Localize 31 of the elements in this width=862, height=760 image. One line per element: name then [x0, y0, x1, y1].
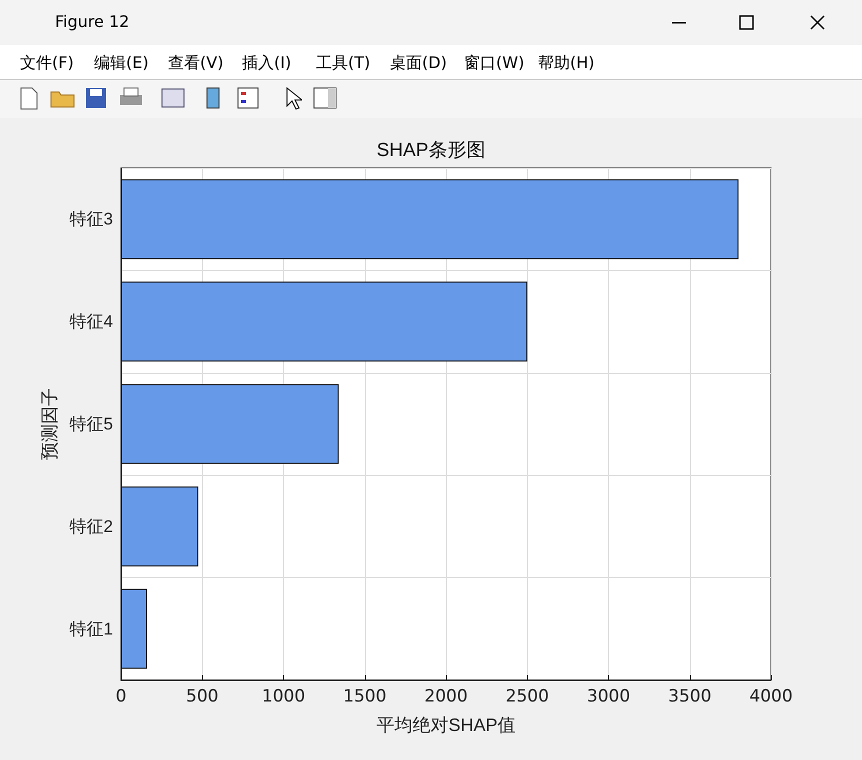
text: 查看(V): [168, 53, 224, 74]
text: 插入(I): [242, 53, 292, 74]
x-tick-label: 3500: [668, 686, 712, 706]
bar: [121, 179, 738, 260]
chart-title: SHAP条形图: [376, 140, 486, 161]
x-tick-label: 2500: [506, 686, 549, 706]
bar: [121, 486, 198, 566]
caption: Figure 12: [55, 12, 130, 31]
x-tick-label: 0: [116, 686, 126, 706]
text: 窗口(W): [464, 53, 524, 74]
text: 帮助(H): [538, 53, 595, 74]
x-tick-label: 3000: [586, 686, 630, 706]
text: 文件(F): [20, 53, 74, 74]
bar: [121, 588, 147, 669]
x-tick-label: 2000: [424, 686, 468, 706]
text: 桌面(D): [390, 53, 447, 74]
x-tick-label: 1000: [262, 686, 306, 706]
y-axis-title: 预测因子: [40, 388, 60, 460]
text: 编辑(E): [94, 53, 149, 74]
text: 工具(T): [316, 53, 370, 74]
x-axis-title: 平均绝对SHAP值: [376, 715, 516, 735]
y-tick-label: 特征3: [70, 210, 113, 229]
y-tick-label: 特征5: [70, 414, 113, 434]
bar: [121, 282, 528, 362]
x-tick-label: 500: [186, 686, 218, 706]
y-tick-label: 特征1: [70, 619, 113, 638]
x-tick-label: 1500: [343, 686, 386, 706]
bar: [121, 384, 339, 464]
x-tick-label: 4000: [749, 686, 793, 706]
y-tick-label: 特征2: [70, 516, 113, 536]
y-tick-label: 特征4: [70, 312, 113, 332]
